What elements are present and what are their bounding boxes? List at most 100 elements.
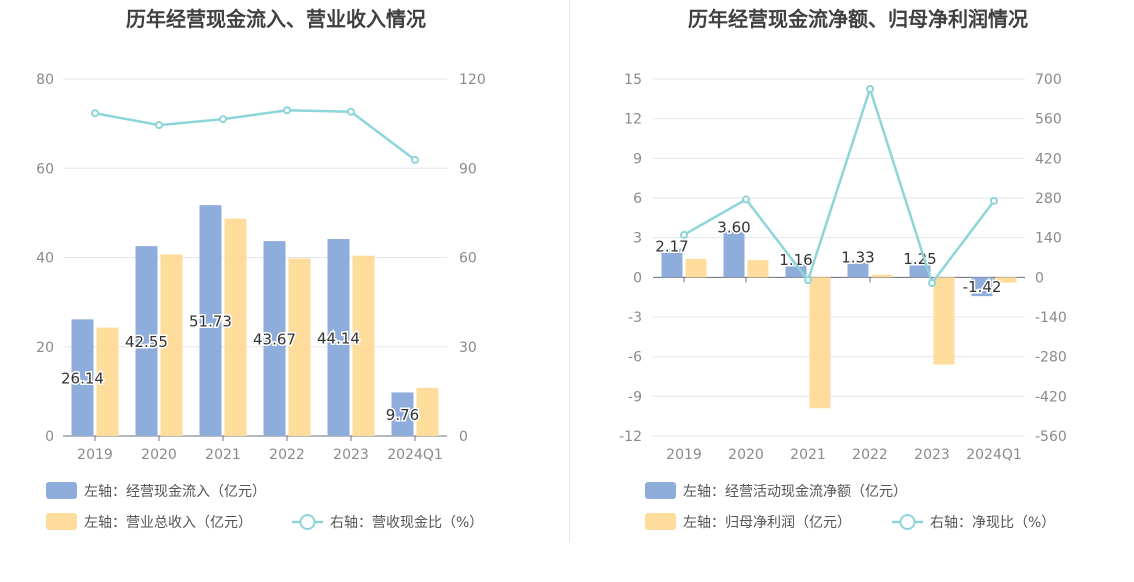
y-left-tick-label: -12 [619,429,642,445]
y-left-tick-label: -3 [628,310,642,326]
y-right-tick-label: 90 [459,161,477,177]
y-right-tick-label: -280 [1035,350,1067,366]
x-tick-label: 2023 [914,447,950,463]
legend-swatch-bar-secondary [645,513,676,530]
line-point [283,106,291,115]
bar-primary [723,229,745,278]
bar-primary [327,239,350,436]
y-right-tick-label: -560 [1035,429,1067,445]
data-label: 1.25 [903,250,936,268]
bar-secondary [224,218,247,436]
y-right-tick-label: 560 [1035,112,1062,128]
bar-secondary [352,255,375,436]
x-tick-label: 2024Q1 [387,447,443,463]
bar-primary [785,261,807,278]
y-left-tick-label: 6 [633,191,642,207]
data-label: 1.33 [841,249,874,267]
bar-secondary [160,254,183,436]
x-tick-label: 2021 [205,447,241,463]
data-label: 26.14 [61,370,104,388]
line-point [804,276,812,285]
y-right-tick-label: 700 [1035,72,1062,88]
line-series [94,108,416,161]
line-point [866,84,874,93]
line-point [928,279,936,287]
line-point [990,196,998,205]
legend-swatch-line-marker [899,514,916,530]
y-left-tick-label: -9 [628,389,642,405]
legend-swatch-bar-primary [645,482,676,499]
bar-primary [135,246,158,436]
line-point [155,121,163,130]
bar-secondary [871,274,893,278]
y-left-tick-label: 15 [624,72,642,88]
chart-divider [569,0,570,542]
y-left-tick-label: 80 [36,72,54,88]
bar-primary [661,248,683,278]
y-right-tick-label: 60 [459,251,477,267]
bar-secondary [995,277,1017,283]
legend-swatch-bar-secondary [46,513,77,530]
data-label: -1.42 [963,278,1002,296]
chart-title: 历年经营现金流净额、归母净利润情况 [688,7,1028,31]
bar-secondary [685,258,707,278]
bar-secondary [96,327,119,436]
legend-label: 右轴：净现比（%） [930,515,1055,531]
legend-swatch-bar-primary [46,482,77,499]
y-right-tick-label: 120 [459,72,486,88]
bar-primary [71,319,94,436]
y-right-tick-label: 30 [459,340,477,356]
data-label: 2.17 [655,238,688,256]
y-right-tick-label: 0 [1035,270,1044,286]
y-right-tick-label: 0 [459,429,468,445]
bar-secondary [416,387,439,436]
bar-secondary [288,258,311,436]
x-tick-label: 2022 [852,447,888,463]
y-left-tick-label: 0 [45,429,54,445]
legend-label: 左轴：经营活动现金流净额（亿元） [683,484,907,500]
data-label: 9.76 [386,406,419,424]
chart-title: 历年经营现金流入、营业收入情况 [126,7,426,31]
legend-swatch-line-marker [299,514,316,530]
data-label: 42.55 [125,333,168,351]
legend-label: 左轴：营业总收入（亿元） [84,515,252,531]
x-tick-label: 2024Q1 [966,447,1022,463]
line-point [680,230,688,239]
line-series [683,84,995,286]
data-label: 43.67 [253,331,296,349]
y-left-tick-label: -6 [628,350,642,366]
bar-primary [263,241,286,436]
legend-label: 右轴：营收现金比（%） [330,515,483,531]
y-right-tick-label: 140 [1035,231,1062,247]
y-left-tick-label: 20 [36,340,54,356]
line-point [91,109,99,118]
bar-secondary [933,277,955,365]
x-tick-label: 2021 [790,447,826,463]
x-tick-label: 2020 [728,447,764,463]
data-label: 3.60 [717,219,750,237]
legend-label: 左轴：经营现金流入（亿元） [84,484,266,500]
y-left-tick-label: 12 [624,112,642,128]
x-tick-label: 2023 [333,447,369,463]
y-left-tick-label: 60 [36,161,54,177]
bar-primary [199,205,222,436]
y-right-tick-label: -420 [1035,389,1067,405]
y-right-tick-label: 420 [1035,151,1062,167]
legend-label: 左轴：归母净利润（亿元） [683,514,851,531]
x-tick-label: 2019 [77,447,113,463]
line-point [411,155,419,164]
y-left-tick-label: 3 [633,231,642,247]
bar-primary [971,277,993,297]
data-label: 44.14 [317,330,360,348]
y-right-tick-label: 280 [1035,191,1062,207]
x-tick-label: 2019 [666,447,702,463]
y-left-tick-label: 40 [36,251,54,267]
bar-primary [391,392,414,436]
y-left-tick-label: 9 [633,151,642,167]
line-point [219,115,227,124]
bar-secondary [809,277,831,409]
x-tick-label: 2020 [141,447,177,463]
line-point [742,195,750,204]
